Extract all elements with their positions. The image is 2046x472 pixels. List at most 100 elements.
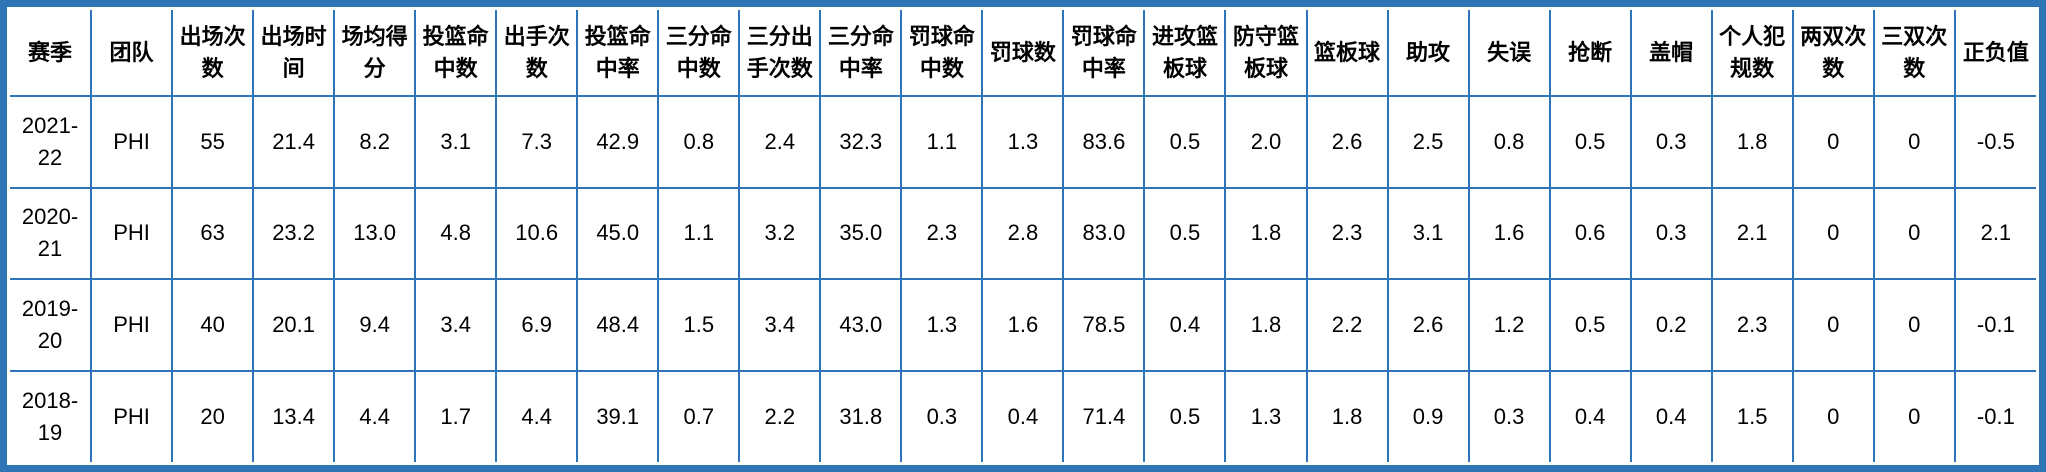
stat-cell: 4.8 — [414, 186, 498, 280]
stat-cell: 0.3 — [1629, 186, 1713, 280]
stat-cell: 0 — [1791, 186, 1875, 280]
stat-cell: 10.6 — [495, 186, 579, 280]
table-row: 2019-20 PHI 40 20.1 9.4 3.4 6.9 48.4 1.5 3.4 43.0 1… — [8, 278, 2038, 372]
stat-cell: 0 — [1791, 278, 1875, 372]
header-cell-16: 防守篮板球 — [1224, 9, 1308, 97]
stat-cell: 39.1 — [576, 369, 660, 463]
stat-cell: 35.0 — [819, 186, 903, 280]
stat-cell: 2.3 — [1305, 186, 1389, 280]
stat-cell: 78.5 — [1062, 278, 1146, 372]
stat-cell: -0.5 — [1953, 95, 2038, 189]
season-cell: 2019-20 — [8, 278, 93, 372]
header-cell-18: 助攻 — [1386, 9, 1470, 97]
stat-cell: 2.3 — [900, 186, 984, 280]
header-cell-2: 团队 — [90, 9, 174, 97]
header-cell-1: 赛季 — [8, 9, 93, 97]
stat-cell: 2.6 — [1386, 278, 1470, 372]
header-cell-25: 正负值 — [1953, 9, 2038, 97]
stat-cell: 1.1 — [900, 95, 984, 189]
header-cell-7: 出手次数 — [495, 9, 579, 97]
header-cell-10: 三分出手次数 — [738, 9, 822, 97]
stat-cell: 43.0 — [819, 278, 903, 372]
team-cell: PHI — [90, 186, 174, 280]
season-cell: 2018-19 — [8, 369, 93, 463]
stat-cell: 0.7 — [657, 369, 741, 463]
stat-cell: 83.0 — [1062, 186, 1146, 280]
stat-cell: 1.3 — [900, 278, 984, 372]
header-cell-23: 两双次数 — [1791, 9, 1875, 97]
header-cell-19: 失误 — [1467, 9, 1551, 97]
header-cell-12: 罚球命中数 — [900, 9, 984, 97]
stat-cell: 1.8 — [1224, 186, 1308, 280]
stat-cell: 0 — [1872, 369, 1956, 463]
stat-cell: 63 — [171, 186, 255, 280]
stat-cell: 0.8 — [657, 95, 741, 189]
stat-cell: 2.1 — [1953, 186, 2038, 280]
header-cell-9: 三分命中数 — [657, 9, 741, 97]
stat-cell: 2.4 — [738, 95, 822, 189]
stat-cell: 48.4 — [576, 278, 660, 372]
stat-cell: 3.2 — [738, 186, 822, 280]
stat-cell: 20 — [171, 369, 255, 463]
season-cell: 2021-22 — [8, 95, 93, 189]
header-cell-15: 进攻篮板球 — [1143, 9, 1227, 97]
header-cell-22: 个人犯规数 — [1710, 9, 1794, 97]
stat-cell: 4.4 — [333, 369, 417, 463]
stat-cell: 1.5 — [1710, 369, 1794, 463]
header-cell-3: 出场次数 — [171, 9, 255, 97]
stat-cell: 21.4 — [252, 95, 336, 189]
stat-cell: 3.4 — [738, 278, 822, 372]
team-cell: PHI — [90, 278, 174, 372]
header-cell-14: 罚球命中率 — [1062, 9, 1146, 97]
stat-cell: 0.4 — [1143, 278, 1227, 372]
stat-cell: 2.2 — [1305, 278, 1389, 372]
stat-cell: 32.3 — [819, 95, 903, 189]
table-row: 2020-21 PHI 63 23.2 13.0 4.8 10.6 45.0 1.1 3.2 35.… — [8, 186, 2038, 280]
stat-cell: 0.3 — [1629, 95, 1713, 189]
header-cell-24: 三双次数 — [1872, 9, 1956, 97]
stat-cell: 0 — [1791, 95, 1875, 189]
stat-cell: 0.9 — [1386, 369, 1470, 463]
stat-cell: 13.0 — [333, 186, 417, 280]
stat-cell: -0.1 — [1953, 369, 2038, 463]
stat-cell: 8.2 — [333, 95, 417, 189]
stat-cell: 1.8 — [1224, 278, 1308, 372]
stat-cell: 0 — [1872, 186, 1956, 280]
stat-cell: 20.1 — [252, 278, 336, 372]
stat-cell: 6.9 — [495, 278, 579, 372]
stat-cell: 2.3 — [1710, 278, 1794, 372]
stat-cell: 0.2 — [1629, 278, 1713, 372]
table-body: 2021-22 PHI 55 21.4 8.2 3.1 7.3 42.9 0.8 2.4 32.3 1… — [8, 95, 2038, 463]
header-cell-5: 场均得分 — [333, 9, 417, 97]
stat-cell: 0.5 — [1143, 95, 1227, 189]
stat-cell: 31.8 — [819, 369, 903, 463]
stat-cell: 0 — [1791, 369, 1875, 463]
season-cell: 2020-21 — [8, 186, 93, 280]
stat-cell: 0 — [1872, 278, 1956, 372]
stat-cell: 1.6 — [981, 278, 1065, 372]
stat-cell: 42.9 — [576, 95, 660, 189]
stat-cell: 0.5 — [1548, 278, 1632, 372]
stat-cell: 4.4 — [495, 369, 579, 463]
stat-cell: 0 — [1872, 95, 1956, 189]
header-cell-20: 抢断 — [1548, 9, 1632, 97]
stat-cell: 2.6 — [1305, 95, 1389, 189]
stat-cell: 55 — [171, 95, 255, 189]
stat-cell: 1.3 — [981, 95, 1065, 189]
stat-cell: 0.4 — [1548, 369, 1632, 463]
team-cell: PHI — [90, 369, 174, 463]
header-cell-8: 投篮命中率 — [576, 9, 660, 97]
header-row: 赛季 团队 出场次数 出场时间 场均得分 投篮命中数 出手次数 投篮命中率 三分命中数 三分出手次… — [8, 9, 2038, 97]
stat-cell: 45.0 — [576, 186, 660, 280]
stat-cell: 71.4 — [1062, 369, 1146, 463]
stat-cell: 0.4 — [981, 369, 1065, 463]
stat-cell: -0.1 — [1953, 278, 2038, 372]
table-row: 2021-22 PHI 55 21.4 8.2 3.1 7.3 42.9 0.8 2.4 32.3 1… — [8, 95, 2038, 189]
stat-cell: 0.5 — [1143, 186, 1227, 280]
stat-cell: 1.2 — [1467, 278, 1551, 372]
stat-cell: 1.8 — [1710, 95, 1794, 189]
header-cell-6: 投篮命中数 — [414, 9, 498, 97]
stat-cell: 0.8 — [1467, 95, 1551, 189]
stat-cell: 1.5 — [657, 278, 741, 372]
